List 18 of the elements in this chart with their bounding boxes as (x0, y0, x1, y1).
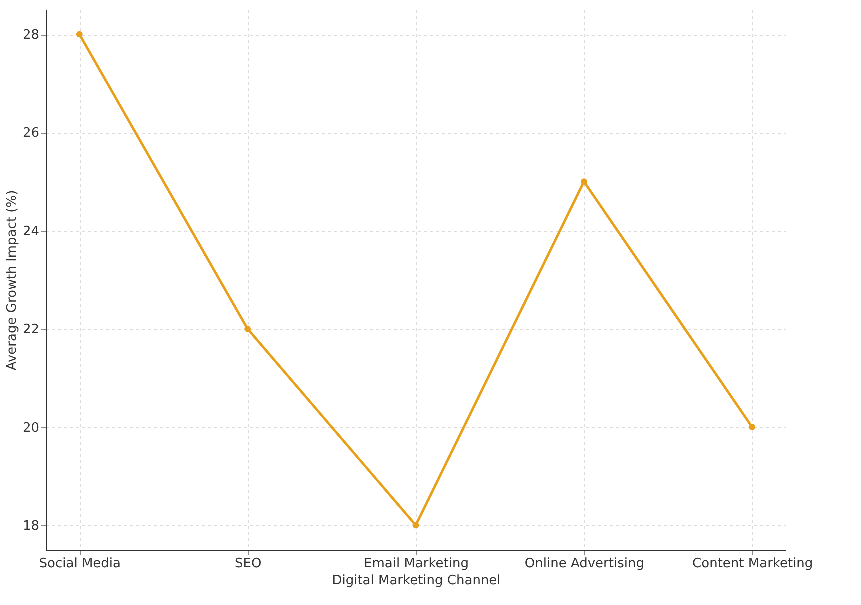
point (76, 31, 83, 38)
point (581, 178, 588, 185)
y-tick-label: 20 (22, 420, 40, 436)
y-tick-label: 26 (22, 126, 40, 142)
point (412, 522, 420, 529)
x-tick-label: Online Advertising (524, 556, 644, 572)
y-tick-label: 24 (22, 224, 40, 240)
x-tick-label: Content Marketing (692, 556, 814, 572)
x-tick-label: SEO (234, 556, 262, 572)
x-tick-label: Email Marketing (364, 556, 469, 572)
point (749, 424, 756, 430)
y-tick-label: 18 (22, 518, 40, 534)
y-axis-title: Average Growth Impact (%) (4, 190, 20, 371)
point (244, 326, 251, 332)
x-axis-title: Digital Marketing Channel (332, 574, 501, 588)
y-tick-label: 22 (22, 322, 40, 338)
x-tick-label: Social Media (39, 556, 122, 572)
y-tick-label: 28 (22, 28, 40, 44)
